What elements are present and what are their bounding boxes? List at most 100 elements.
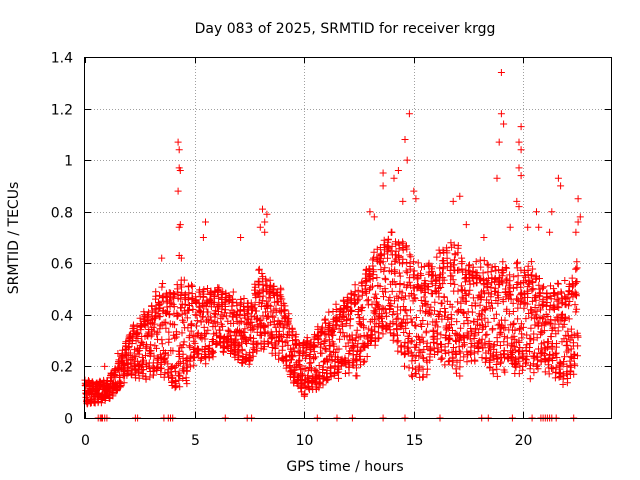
data-point-outlier <box>524 223 532 231</box>
data-point <box>403 269 411 277</box>
data-point <box>261 323 269 330</box>
data-point <box>546 351 554 358</box>
data-point-outlier <box>574 218 582 226</box>
data-point <box>171 367 179 375</box>
data-point <box>553 303 561 311</box>
data-point <box>376 244 384 251</box>
data-point <box>434 323 442 331</box>
data-point <box>457 324 465 332</box>
data-point <box>545 370 553 378</box>
data-point-outlier <box>176 167 184 174</box>
data-point <box>529 285 537 293</box>
data-point <box>296 349 303 357</box>
data-point-outlier <box>497 110 505 118</box>
data-point <box>439 280 447 288</box>
data-point <box>546 319 554 327</box>
data-point <box>257 316 265 324</box>
data-point <box>250 324 258 332</box>
data-point <box>539 284 547 292</box>
data-point <box>176 383 184 391</box>
data-point <box>541 368 549 376</box>
data-point <box>198 334 206 342</box>
data-point <box>173 361 181 369</box>
data-point <box>202 329 210 337</box>
data-point <box>165 373 172 381</box>
data-point <box>438 299 446 307</box>
data-point <box>540 327 548 335</box>
data-point <box>162 318 170 326</box>
y-tick-label: 1.2 <box>51 103 73 119</box>
data-point <box>158 283 166 291</box>
data-point <box>183 380 191 388</box>
data-point <box>354 297 361 305</box>
data-point <box>570 339 577 347</box>
data-point <box>339 329 347 337</box>
data-point <box>270 282 278 290</box>
data-point <box>278 295 286 303</box>
data-point-outlier <box>412 195 420 203</box>
data-point <box>147 341 155 349</box>
data-point <box>520 279 528 286</box>
data-point <box>466 261 473 269</box>
data-point <box>551 291 559 299</box>
data-point <box>523 331 531 339</box>
data-point <box>252 307 260 315</box>
data-point <box>473 279 481 287</box>
data-point <box>551 350 559 358</box>
data-point <box>185 342 193 350</box>
data-point <box>470 317 478 325</box>
data-point <box>136 347 144 355</box>
y-tick-label: 0.4 <box>51 309 73 325</box>
data-point <box>361 357 369 365</box>
data-point <box>480 290 488 298</box>
data-point <box>258 297 266 305</box>
data-point <box>180 276 188 284</box>
data-point <box>258 331 265 339</box>
data-point <box>571 291 579 299</box>
data-point <box>501 368 509 376</box>
y-tick-label: 0.8 <box>51 206 73 222</box>
data-point <box>494 355 502 363</box>
data-point-outlier <box>263 210 271 218</box>
data-point <box>532 296 540 304</box>
data-point <box>544 338 552 346</box>
data-point <box>493 365 501 373</box>
data-point <box>259 292 267 300</box>
data-point <box>302 355 310 363</box>
data-point <box>482 322 490 330</box>
data-point <box>370 268 378 276</box>
data-point <box>456 372 464 380</box>
data-point <box>252 315 260 323</box>
data-point <box>500 347 508 355</box>
data-point <box>286 362 294 370</box>
data-point <box>547 320 555 328</box>
data-point <box>448 315 456 323</box>
data-point <box>551 324 559 332</box>
data-point <box>416 307 424 315</box>
data-point <box>425 283 432 290</box>
data-point-outlier <box>449 197 457 205</box>
data-point <box>436 264 444 272</box>
data-point <box>394 347 402 355</box>
data-point <box>358 307 366 315</box>
data-point <box>423 365 431 373</box>
data-point <box>196 333 204 341</box>
data-point <box>380 293 387 301</box>
data-point <box>254 340 262 348</box>
data-point <box>226 331 234 339</box>
data-point <box>440 276 448 284</box>
data-point-outlier <box>177 254 185 262</box>
data-point <box>321 316 329 324</box>
data-point <box>340 297 348 305</box>
data-point <box>485 337 493 345</box>
data-point <box>311 343 319 350</box>
data-point <box>339 322 347 330</box>
data-point-outlier <box>574 195 582 203</box>
data-point-outlier <box>114 350 122 357</box>
data-point <box>116 374 124 381</box>
data-point <box>431 298 439 306</box>
data-point <box>528 286 536 294</box>
data-point <box>424 310 432 317</box>
data-point-outlier <box>405 110 413 118</box>
data-point <box>515 353 523 361</box>
